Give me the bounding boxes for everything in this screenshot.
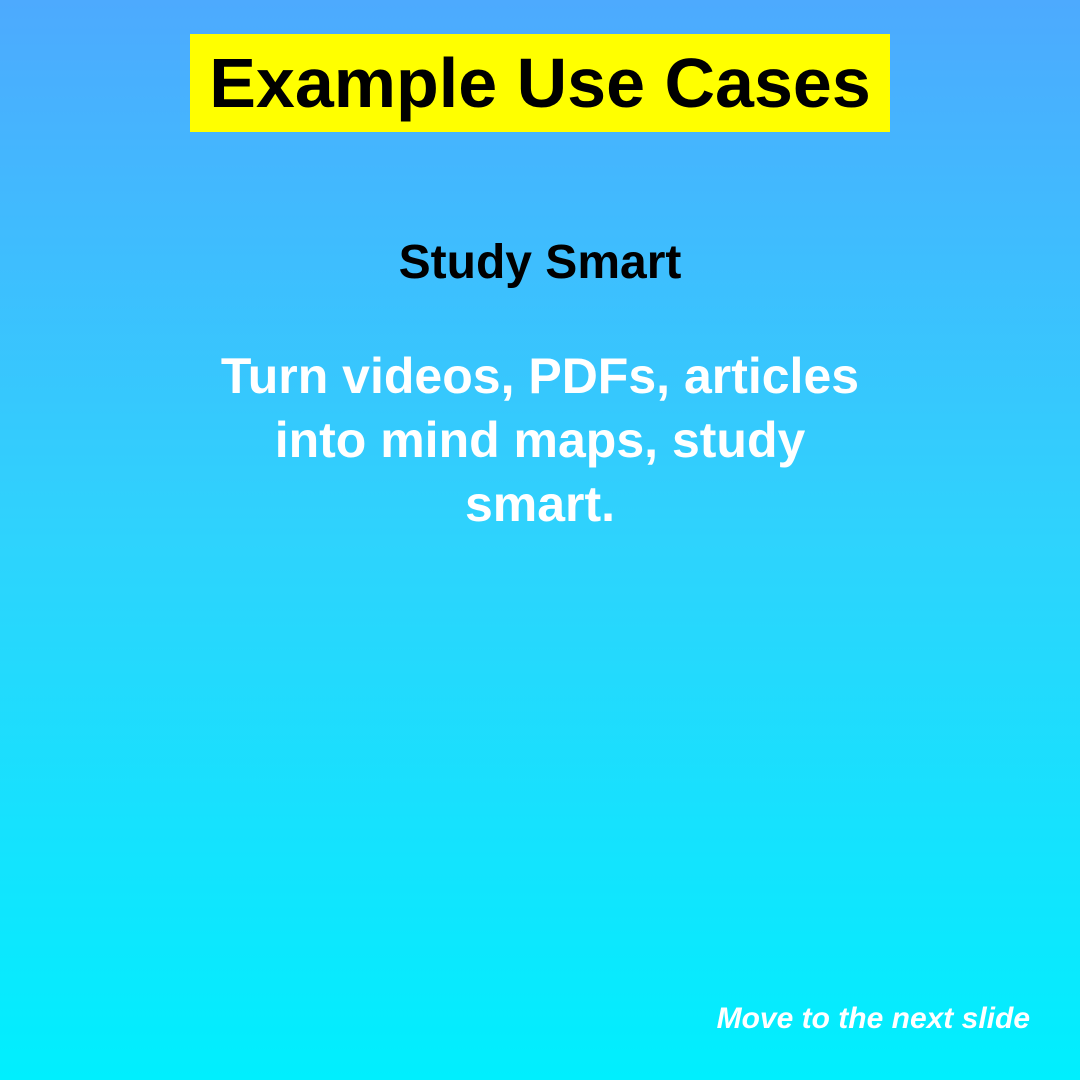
title-highlight-box: Example Use Cases bbox=[190, 34, 890, 132]
slide-title: Example Use Cases bbox=[209, 44, 871, 122]
next-slide-link[interactable]: Move to the next slide bbox=[716, 1002, 1030, 1035]
slide-body-text: Turn videos, PDFs, articles into mind ma… bbox=[220, 348, 860, 532]
slide-subtitle: Study Smart bbox=[398, 236, 682, 289]
